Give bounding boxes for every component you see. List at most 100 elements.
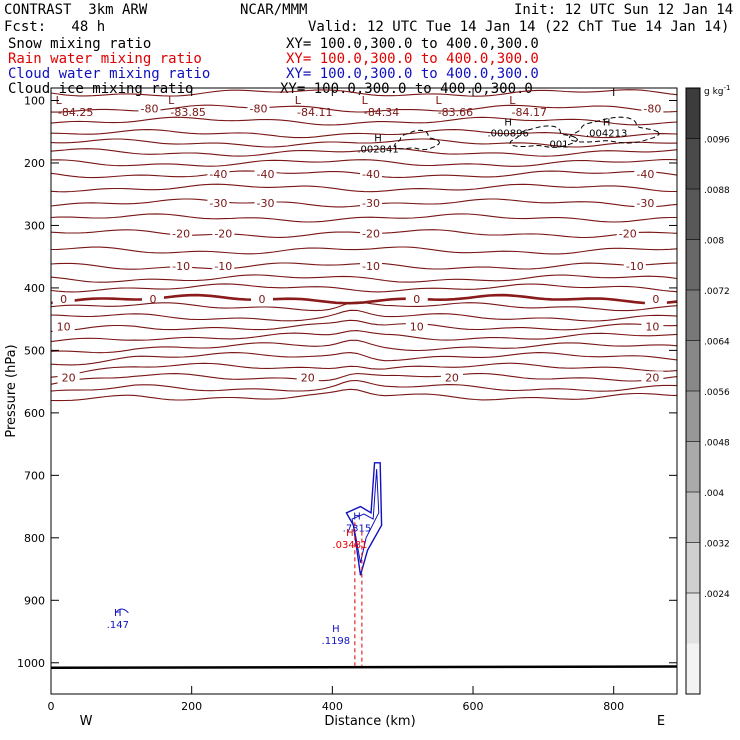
isotherm-label-bg <box>254 168 277 182</box>
colorbar-swatch <box>686 643 700 695</box>
x-end-right: E <box>657 714 665 729</box>
colorbar-label: .0096 <box>704 136 730 146</box>
ground-line <box>50 665 678 670</box>
isotherm-label-bg <box>296 371 319 385</box>
isotherm-line <box>50 138 678 148</box>
colorbar-unit: g kg-1 <box>704 84 730 97</box>
isotherm-label: 0 <box>413 293 420 306</box>
cloud-water-max-value: .1198 <box>322 636 351 647</box>
isotherm-label-bg <box>254 196 277 210</box>
isotherm-label-bg <box>360 168 383 182</box>
colorbar-label: .0048 <box>704 439 730 449</box>
colorbar-swatch <box>686 391 700 442</box>
forecast-hour: Fcst: 48 h <box>4 19 106 35</box>
y-tick-label: 400 <box>24 282 45 295</box>
rain-max-value: .03481 <box>332 540 367 551</box>
isotherm-label-bg <box>360 196 383 210</box>
colorbar-swatch <box>686 492 700 543</box>
field-rain-xy: XY= 100.0,300.0 to 400.0,300.0 <box>286 51 539 67</box>
isotherm-label: -30 <box>362 197 380 210</box>
isotherm-line <box>50 129 678 139</box>
colorbar-label: .0064 <box>704 338 730 348</box>
isotherm-line <box>50 362 678 378</box>
center-name: NCAR/MMM <box>240 2 308 18</box>
ice-max-symbol: H <box>374 133 382 144</box>
isotherm-label: -40 <box>257 168 275 181</box>
isotherm-label: -20 <box>362 228 380 241</box>
isotherm-label-bg <box>641 371 664 385</box>
isotherm-label: -10 <box>214 260 232 273</box>
y-tick-label: 500 <box>24 344 45 357</box>
y-tick-label: 800 <box>24 532 45 545</box>
isotherm-label: -80 <box>250 103 268 116</box>
isotherm-label: 20 <box>645 371 659 384</box>
x-tick-label: 200 <box>181 700 202 713</box>
isotherm-label: -30 <box>257 197 275 210</box>
isotherm-label-bg <box>52 293 75 307</box>
cloud-water-contour <box>115 608 129 614</box>
isotherm-line <box>50 319 678 332</box>
isotherm-label-bg <box>212 260 235 274</box>
isotherm-line <box>50 309 678 322</box>
isotherm-label-bg <box>405 320 428 334</box>
cloud-water-max-value: .147 <box>107 620 129 631</box>
isotherm-line <box>50 213 677 223</box>
isotherm-line <box>50 183 677 193</box>
isotherm-label: -10 <box>172 260 190 273</box>
cloud-water-max-symbol: H <box>332 624 340 635</box>
min-value: -84.17 <box>512 106 547 119</box>
ice-max-value: .000896 <box>488 129 529 140</box>
isotherm-label-bg <box>641 102 664 116</box>
cloud-ice-contours <box>393 116 660 151</box>
isotherm-label-bg <box>170 260 193 274</box>
isotherm-line <box>50 148 678 157</box>
isotherm-label-bg <box>207 168 230 182</box>
isotherm-label-bg <box>138 102 161 116</box>
isotherm-line <box>50 301 678 312</box>
field-snow-xy: XY= 100.0,300.0 to 400.0,300.0 <box>286 36 539 52</box>
ice-max-symbol: H <box>603 118 611 129</box>
x-tick-label: 800 <box>603 700 624 713</box>
isotherm-label-bg <box>623 260 646 274</box>
rain-max-symbol: H <box>346 528 354 539</box>
colorbar-swatch <box>686 88 700 139</box>
isotherm-line <box>50 89 678 97</box>
field-cloudice-xy: XY= 100.0,300.0 to 400.0,300.0 <box>280 81 533 97</box>
colorbar-swatch <box>686 593 700 644</box>
isotherm-label-bg <box>212 227 235 241</box>
colorbar-unit-exp: -1 <box>724 84 731 92</box>
ice-max-value: .002841 <box>357 144 398 155</box>
isotherm-label: -10 <box>362 260 380 273</box>
isotherm-label: 0 <box>259 293 266 306</box>
y-tick-label: 1000 <box>17 657 45 670</box>
isotherm-line <box>50 158 678 167</box>
isotherm-label-bg <box>207 196 230 210</box>
min-symbol: L <box>295 94 302 107</box>
min-symbol: L <box>435 94 442 107</box>
colorbar-label: .0088 <box>704 186 730 196</box>
colorbar-label: .0056 <box>704 388 730 398</box>
isotherm-line <box>50 246 678 255</box>
isotherm-label-bg <box>170 227 193 241</box>
colorbar-label: .0024 <box>704 590 730 600</box>
colorbar-swatch <box>686 441 700 493</box>
ice-contour <box>393 129 441 151</box>
isotherm-label-bg <box>616 227 639 241</box>
isotherm-label: -40 <box>362 168 380 181</box>
y-axis-label: Pressure (hPa) <box>4 344 19 437</box>
isotherm-line <box>50 283 678 293</box>
y-tick-label: 200 <box>24 157 45 170</box>
isotherm-label: 10 <box>645 321 659 334</box>
cloud-water-max-value: .7315 <box>343 523 372 534</box>
isotherm-line <box>50 274 678 283</box>
isotherm-label: -80 <box>140 103 158 116</box>
colorbar-label: .0032 <box>704 540 730 550</box>
isotherm-label: -40 <box>209 168 227 181</box>
isotherm-label: -10 <box>626 260 644 273</box>
ice-contour-label: .001 <box>546 139 568 150</box>
colorbar-unit-text: g kg <box>704 87 724 97</box>
isotherm-label: -80 <box>643 103 661 116</box>
isotherm-label-bg <box>405 293 428 307</box>
y-tick-label: 600 <box>24 407 45 420</box>
